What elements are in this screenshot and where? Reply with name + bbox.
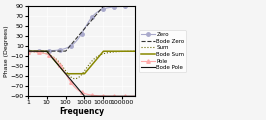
Pole xyxy=(131,96,134,97)
Bode Pole xyxy=(111,96,114,97)
Bode Zero xyxy=(131,5,134,7)
Bode Sum xyxy=(134,51,137,52)
Bode Pole xyxy=(131,96,134,97)
Bode Sum xyxy=(131,51,134,52)
Bode Zero xyxy=(134,5,137,7)
Line: Zero: Zero xyxy=(26,4,137,53)
Zero xyxy=(32,50,35,52)
Zero xyxy=(134,6,137,7)
Pole xyxy=(111,96,114,97)
Sum xyxy=(111,51,114,53)
Line: Pole: Pole xyxy=(26,50,137,98)
Bode Zero xyxy=(111,5,114,7)
Bode Pole xyxy=(83,96,86,97)
Bode Zero xyxy=(78,33,82,35)
Line: Bode Sum: Bode Sum xyxy=(28,51,135,74)
Bode Sum xyxy=(26,51,30,52)
Bode Sum xyxy=(76,73,79,75)
Sum xyxy=(78,75,82,77)
Bode Zero xyxy=(32,51,35,52)
Pole xyxy=(134,96,137,97)
Bode Sum xyxy=(111,51,114,52)
Bode Pole xyxy=(131,96,134,97)
Sum xyxy=(131,51,134,52)
Bode Pole xyxy=(134,96,137,97)
Zero xyxy=(131,6,134,7)
X-axis label: Frequency: Frequency xyxy=(59,107,104,116)
Bode Zero xyxy=(131,5,134,7)
Sum xyxy=(73,78,77,79)
Bode Pole xyxy=(76,87,79,88)
Bode Sum xyxy=(32,51,35,52)
Line: Bode Pole: Bode Pole xyxy=(28,51,135,96)
Bode Pole xyxy=(32,51,35,52)
Line: Sum: Sum xyxy=(28,51,135,79)
Sum xyxy=(26,51,30,52)
Sum xyxy=(131,51,134,52)
Zero xyxy=(26,51,30,52)
Zero xyxy=(78,35,82,37)
Pole xyxy=(78,91,82,92)
Bode Sum xyxy=(78,73,82,75)
Bode Pole xyxy=(78,90,82,92)
Bode Pole xyxy=(26,51,30,52)
Pole xyxy=(131,96,134,97)
Pole xyxy=(26,51,30,52)
Sum xyxy=(32,51,35,52)
Pole xyxy=(32,51,35,53)
Bode Zero xyxy=(76,36,79,38)
Sum xyxy=(76,77,79,79)
Bode Zero xyxy=(102,5,105,7)
Zero xyxy=(131,6,134,7)
Sum xyxy=(134,51,137,52)
Bode Sum xyxy=(73,73,76,75)
Zero xyxy=(111,6,114,8)
Legend: Zero, Bode Zero, Sum, Bode Sum, Pole, Bode Pole: Zero, Bode Zero, Sum, Bode Sum, Pole, Bo… xyxy=(139,30,186,72)
Y-axis label: Phase (Degrees): Phase (Degrees) xyxy=(4,25,9,77)
Line: Bode Zero: Bode Zero xyxy=(28,6,135,51)
Bode Sum xyxy=(131,51,134,52)
Bode Zero xyxy=(26,51,30,52)
Zero xyxy=(76,39,79,41)
Pole xyxy=(76,89,79,90)
